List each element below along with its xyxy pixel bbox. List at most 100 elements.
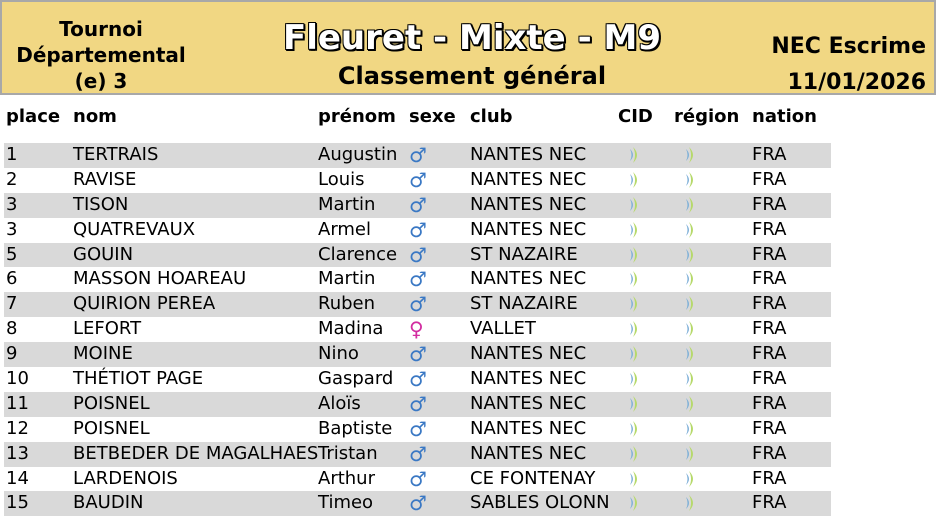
tournament-name: Tournoi Départemental (e) 3 (6, 16, 196, 94)
nom-cell: POISNEL (73, 417, 150, 439)
nom-cell: TERTRAIS (73, 144, 159, 165)
nation-cell: FRA (752, 193, 787, 215)
prenom-cell: Armel (318, 218, 372, 240)
place-cell: 8 (6, 318, 18, 340)
table-row: 7 QUIRION PEREA Ruben ♂ ST NAZAIRE FRA (4, 292, 831, 318)
sexe-cell: ♂ (409, 192, 427, 217)
col-club: club (470, 106, 513, 127)
place-cell: 2 (6, 168, 18, 190)
nom-cell: POISNEL (73, 392, 150, 414)
nation-cell: FRA (752, 243, 787, 265)
place-cell: 15 (6, 492, 29, 514)
table-row: 10 THÉTIOT PAGE Gaspard ♂ NANTES NEC FRA (4, 367, 831, 392)
sexe-cell: ♂ (409, 416, 427, 441)
place-cell: 9 (6, 343, 18, 365)
crescent-mark-icon (684, 246, 698, 264)
crescent-mark-icon (684, 146, 698, 164)
nation-cell: FRA (752, 293, 787, 315)
club-cell: NANTES NEC (470, 417, 587, 439)
nom-cell: MASSON HOAREAU (73, 268, 247, 290)
ranking-table: 1 TERTRAIS Augustin ♂ NANTES NEC FRA 2 RAVISE Lo… (4, 143, 831, 517)
organizer-club: NEC Escrime (771, 34, 926, 59)
competition-subtitle: Classement général (337, 62, 607, 90)
crescent-mark-icon (684, 320, 698, 338)
club-cell: NANTES NEC (470, 368, 587, 390)
place-cell: 3 (6, 218, 18, 240)
place-cell: 13 (6, 442, 29, 464)
club-cell: ST NAZAIRE (470, 293, 578, 315)
nation-cell: FRA (752, 492, 787, 514)
place-cell: 3 (6, 193, 18, 215)
prenom-cell: Nino (318, 343, 359, 365)
crescent-mark-icon (684, 196, 698, 214)
crescent-mark-icon (628, 494, 642, 512)
crescent-mark-icon (628, 196, 642, 214)
place-cell: 6 (6, 268, 18, 290)
sexe-cell: ♂ (409, 267, 427, 292)
club-cell: NANTES NEC (470, 218, 587, 240)
prenom-cell: Baptiste (318, 417, 393, 439)
sexe-cell: ♂ (409, 292, 427, 317)
table-row: 1 TERTRAIS Augustin ♂ NANTES NEC FRA (4, 143, 831, 168)
crescent-mark-icon (628, 320, 642, 338)
nation-cell: FRA (752, 168, 787, 190)
place-cell: 7 (6, 293, 18, 315)
club-cell: NANTES NEC (470, 268, 587, 290)
header-banner: Tournoi Départemental (e) 3 Fleuret - Mi… (0, 0, 936, 95)
col-nom: nom (73, 106, 117, 127)
prenom-cell: Arthur (318, 467, 375, 489)
table-row: 14 LARDENOIS Arthur ♂ CE FONTENAY FRA (4, 467, 831, 492)
place-cell: 11 (6, 392, 29, 414)
competition-date: 11/01/2026 (787, 70, 926, 95)
club-cell: CE FONTENAY (470, 467, 596, 489)
club-cell: NANTES NEC (470, 442, 587, 464)
nation-cell: FRA (752, 144, 787, 165)
crescent-mark-icon (628, 420, 642, 438)
crescent-mark-icon (684, 395, 698, 413)
table-header: place nom prénom sexe club CID région na… (0, 106, 840, 134)
crescent-mark-icon (684, 270, 698, 288)
club-cell: NANTES NEC (470, 193, 587, 215)
club-cell: ST NAZAIRE (470, 243, 578, 265)
sexe-cell: ♂ (409, 143, 427, 167)
table-row: 3 QUATREVAUX Armel ♂ NANTES NEC FRA (4, 218, 831, 243)
col-region: région (674, 106, 740, 127)
table-row: 8 LEFORT Madina ♀ VALLET FRA (4, 317, 831, 342)
table-row: 15 BAUDIN Timeo ♂ SABLES OLONN FRA (4, 491, 831, 517)
nom-cell: TISON (73, 193, 129, 215)
col-prenom: prénom (318, 106, 396, 127)
prenom-cell: Ruben (318, 293, 376, 315)
col-cid: CID (618, 106, 653, 127)
crescent-mark-icon (684, 221, 698, 239)
sexe-cell: ♂ (409, 217, 427, 242)
sexe-cell: ♂ (409, 367, 427, 392)
nom-cell: LEFORT (73, 318, 142, 340)
col-place: place (6, 106, 61, 127)
club-cell: SABLES OLONN (470, 492, 610, 514)
tournament-name-line-3: (e) 3 (74, 69, 128, 93)
prenom-cell: Timeo (318, 492, 374, 514)
place-cell: 14 (6, 467, 29, 489)
nation-cell: FRA (752, 368, 787, 390)
place-cell: 5 (6, 243, 18, 265)
club-cell: NANTES NEC (470, 392, 587, 414)
sexe-cell: ♂ (409, 491, 427, 516)
sexe-cell: ♂ (409, 167, 427, 192)
table-row: 13 BETBEDER DE MAGALHAES Tristan ♂ NANTES NE… (4, 441, 831, 467)
table-row: 12 POISNEL Baptiste ♂ NANTES NEC FRA (4, 417, 831, 442)
table-row: 11 POISNEL Aloïs ♂ NANTES NEC FRA (4, 391, 831, 417)
place-cell: 12 (6, 417, 29, 439)
col-sexe: sexe (409, 106, 456, 127)
nom-cell: BETBEDER DE MAGALHAES (73, 442, 319, 464)
prenom-cell: Martin (318, 193, 376, 215)
nation-cell: FRA (752, 343, 787, 365)
table-row: 5 GOUIN Clarence ♂ ST NAZAIRE FRA (4, 242, 831, 268)
prenom-cell: Aloïs (318, 392, 361, 414)
nation-cell: FRA (752, 268, 787, 290)
crescent-mark-icon (628, 470, 642, 488)
crescent-mark-icon (628, 221, 642, 239)
sexe-cell: ♂ (409, 342, 427, 367)
prenom-cell: Tristan (318, 442, 378, 464)
crescent-mark-icon (628, 246, 642, 264)
sexe-cell: ♂ (409, 242, 427, 267)
